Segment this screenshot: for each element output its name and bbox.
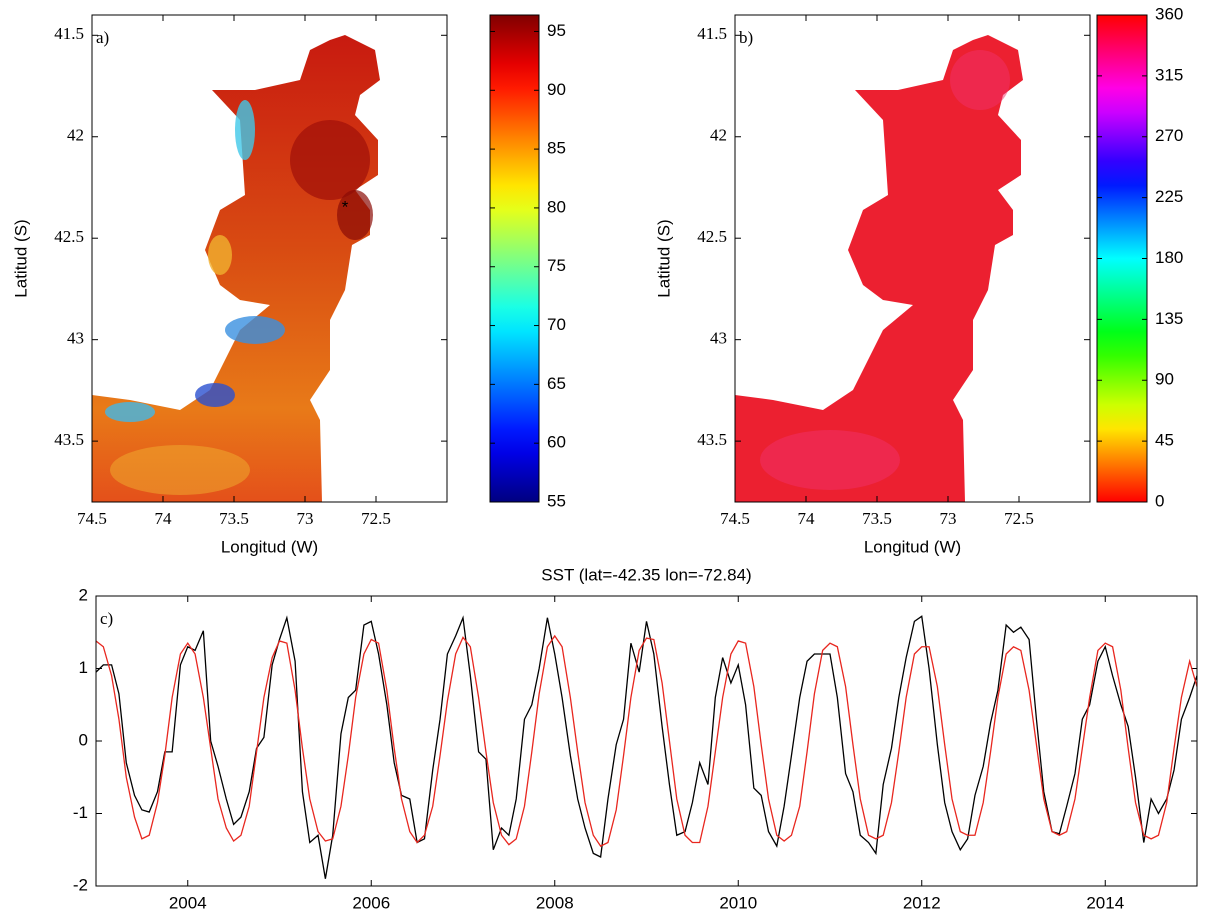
panel-label: a) <box>96 28 109 47</box>
y-tick-label: 1 <box>79 658 88 677</box>
y-tick-label: 42.5 <box>697 227 727 246</box>
colorbar-tick-label: 0 <box>1155 491 1164 510</box>
x-tick-label: 74.5 <box>720 509 750 528</box>
y-tick-label: 2 <box>79 585 88 604</box>
y-tick-label: 43 <box>67 329 84 348</box>
map-field-a: * <box>92 35 380 502</box>
y-tick-label: 42 <box>67 126 84 145</box>
y-tick-label: 0 <box>79 730 88 749</box>
y-axis-label: Latitud (S) <box>11 219 30 297</box>
x-tick-label: 2004 <box>169 893 207 912</box>
y-tick-label: 43 <box>710 329 727 348</box>
colorbar-tick-label: 360 <box>1155 4 1183 23</box>
colorbar-tick-label: 85 <box>547 139 566 158</box>
plot-frame <box>91 14 448 503</box>
y-tick-label: 42.5 <box>54 227 84 246</box>
y-tick-label: 42 <box>710 126 727 145</box>
x-tick-label: 73 <box>297 509 314 528</box>
colorbar-tick-label: 55 <box>547 491 566 510</box>
y-tick-label: 41.5 <box>54 24 84 43</box>
colorbar-tick-label: 180 <box>1155 248 1183 267</box>
x-axis-label: Longitud (W) <box>221 537 318 556</box>
colorbar-tick-label: 70 <box>547 315 566 334</box>
y-tick-label: 43.5 <box>54 430 84 449</box>
chart-title: SST (lat=-42.35 lon=-72.84) <box>541 565 751 584</box>
x-tick-label: 73.5 <box>862 509 892 528</box>
plot-frame <box>734 14 1091 503</box>
colorbar-tick-label: 270 <box>1155 126 1183 145</box>
colorbar-tick-label: 90 <box>547 80 566 99</box>
x-tick-label: 74 <box>155 509 173 528</box>
x-tick-label: 2006 <box>352 893 390 912</box>
x-tick-label: 73.5 <box>219 509 249 528</box>
colorbar-tick-label: 225 <box>1155 187 1183 206</box>
x-axis-label: Longitud (W) <box>864 537 961 556</box>
colorbar-tick-label: 315 <box>1155 65 1183 84</box>
colorbar <box>1096 14 1148 503</box>
colorbar-tick-label: 45 <box>1155 431 1174 450</box>
colorbar-tick-label: 75 <box>547 256 566 275</box>
series-line <box>95 634 1198 847</box>
colorbar-tick-label: 90 <box>1155 370 1174 389</box>
x-tick-label: 2010 <box>719 893 757 912</box>
colorbar-tick-label: 65 <box>547 374 566 393</box>
x-tick-label: 74.5 <box>77 509 107 528</box>
y-tick-label: -2 <box>73 875 88 894</box>
y-tick-label: -1 <box>73 803 88 822</box>
x-tick-label: 74 <box>798 509 816 528</box>
x-tick-label: 2008 <box>536 893 574 912</box>
x-tick-label: 2012 <box>903 893 941 912</box>
y-tick-label: 43.5 <box>697 430 727 449</box>
plot-frame <box>95 595 1198 887</box>
series-line <box>95 615 1198 879</box>
y-axis-label: Latitud (S) <box>654 219 673 297</box>
panel-label: b) <box>739 28 753 47</box>
x-tick-label: 72.5 <box>1004 509 1034 528</box>
x-tick-label: 73 <box>940 509 957 528</box>
colorbar-tick-label: 95 <box>547 21 566 40</box>
panel-label: c) <box>100 609 113 628</box>
colorbar <box>489 14 540 503</box>
colorbar-tick-label: 80 <box>547 197 566 216</box>
map-field-b <box>735 35 1023 502</box>
location-marker: * <box>342 197 349 216</box>
colorbar-tick-label: 60 <box>547 433 566 452</box>
x-tick-label: 2014 <box>1086 893 1124 912</box>
x-tick-label: 72.5 <box>361 509 391 528</box>
y-tick-label: 41.5 <box>697 24 727 43</box>
colorbar-tick-label: 135 <box>1155 309 1183 328</box>
